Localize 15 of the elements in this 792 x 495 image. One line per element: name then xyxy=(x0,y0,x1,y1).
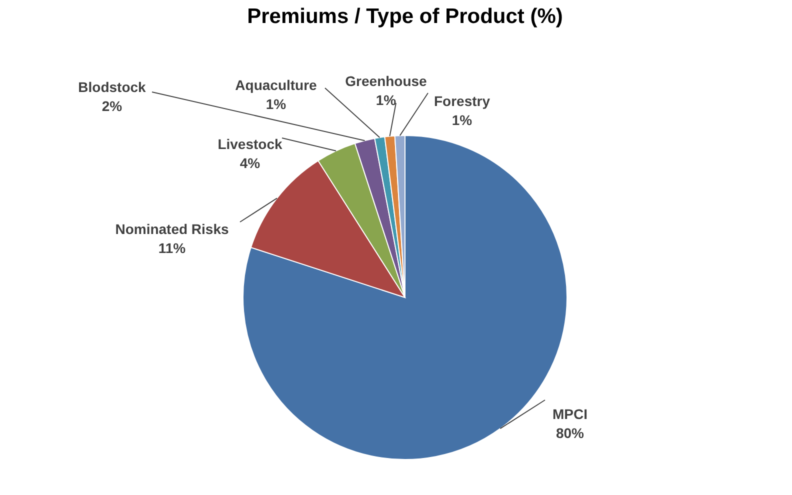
data-label: 1% xyxy=(376,92,397,108)
slice-label: Livestock xyxy=(218,136,283,152)
slice-label: Blodstock xyxy=(78,79,146,95)
data-label: 2% xyxy=(102,98,123,114)
data-label: 11% xyxy=(158,240,186,256)
slice-label: Forestry xyxy=(434,93,490,109)
data-label: 4% xyxy=(240,155,261,171)
data-label: 80% xyxy=(556,425,585,441)
slice-label: Nominated Risks xyxy=(115,221,230,237)
slice-label: MPCI xyxy=(552,406,588,422)
slice-label: Greenhouse xyxy=(345,73,428,89)
data-label: 1% xyxy=(266,96,287,112)
slice-label: Aquaculture xyxy=(235,77,318,93)
chart-title: Premiums / Type of Product (%) xyxy=(247,5,563,28)
data-label: 1% xyxy=(452,112,473,128)
